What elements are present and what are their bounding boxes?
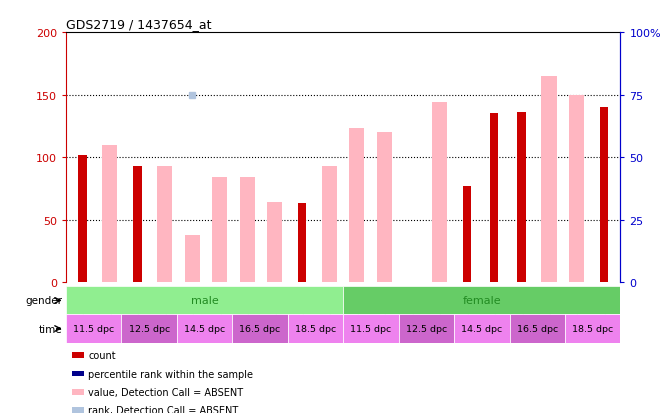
Bar: [79, 155, 86, 282]
Bar: [510, 315, 565, 343]
Bar: [541, 77, 556, 282]
Text: rank, Detection Call = ABSENT: rank, Detection Call = ABSENT: [88, 405, 238, 413]
Bar: [565, 315, 620, 343]
Bar: [102, 145, 117, 282]
Bar: [343, 287, 620, 315]
Text: GDS2719 / 1437654_at: GDS2719 / 1437654_at: [66, 17, 211, 31]
Text: 16.5 dpc: 16.5 dpc: [517, 324, 558, 333]
Bar: [432, 103, 447, 282]
Bar: [212, 178, 227, 282]
Bar: [66, 287, 343, 315]
Bar: [66, 315, 121, 343]
Bar: [463, 186, 471, 282]
Text: percentile rank within the sample: percentile rank within the sample: [88, 369, 253, 379]
Bar: [298, 204, 306, 282]
Bar: [71, 389, 84, 395]
Bar: [349, 129, 364, 282]
Text: gender: gender: [26, 296, 63, 306]
Bar: [343, 315, 399, 343]
Bar: [157, 166, 172, 282]
Bar: [71, 353, 84, 358]
Text: 12.5 dpc: 12.5 dpc: [406, 324, 447, 333]
Bar: [288, 315, 343, 343]
Text: 12.5 dpc: 12.5 dpc: [129, 324, 170, 333]
Text: 16.5 dpc: 16.5 dpc: [240, 324, 280, 333]
Bar: [569, 95, 584, 282]
Text: 11.5 dpc: 11.5 dpc: [350, 324, 391, 333]
Text: 14.5 dpc: 14.5 dpc: [184, 324, 225, 333]
Text: time: time: [39, 324, 63, 334]
Bar: [133, 166, 141, 282]
Text: female: female: [463, 296, 501, 306]
Bar: [71, 371, 84, 377]
Bar: [454, 315, 510, 343]
Text: value, Detection Call = ABSENT: value, Detection Call = ABSENT: [88, 387, 244, 397]
Bar: [240, 178, 255, 282]
Bar: [71, 407, 84, 413]
Bar: [377, 133, 392, 282]
Bar: [600, 108, 608, 282]
Text: 14.5 dpc: 14.5 dpc: [461, 324, 502, 333]
Bar: [517, 113, 526, 282]
Bar: [399, 315, 454, 343]
Bar: [185, 235, 200, 282]
Bar: [121, 315, 177, 343]
Bar: [232, 315, 288, 343]
Text: count: count: [88, 351, 116, 361]
Text: 18.5 dpc: 18.5 dpc: [572, 324, 613, 333]
Text: 18.5 dpc: 18.5 dpc: [295, 324, 336, 333]
Bar: [322, 166, 337, 282]
Bar: [490, 114, 498, 282]
Text: male: male: [191, 296, 218, 306]
Bar: [267, 203, 282, 282]
Bar: [177, 315, 232, 343]
Text: 11.5 dpc: 11.5 dpc: [73, 324, 114, 333]
